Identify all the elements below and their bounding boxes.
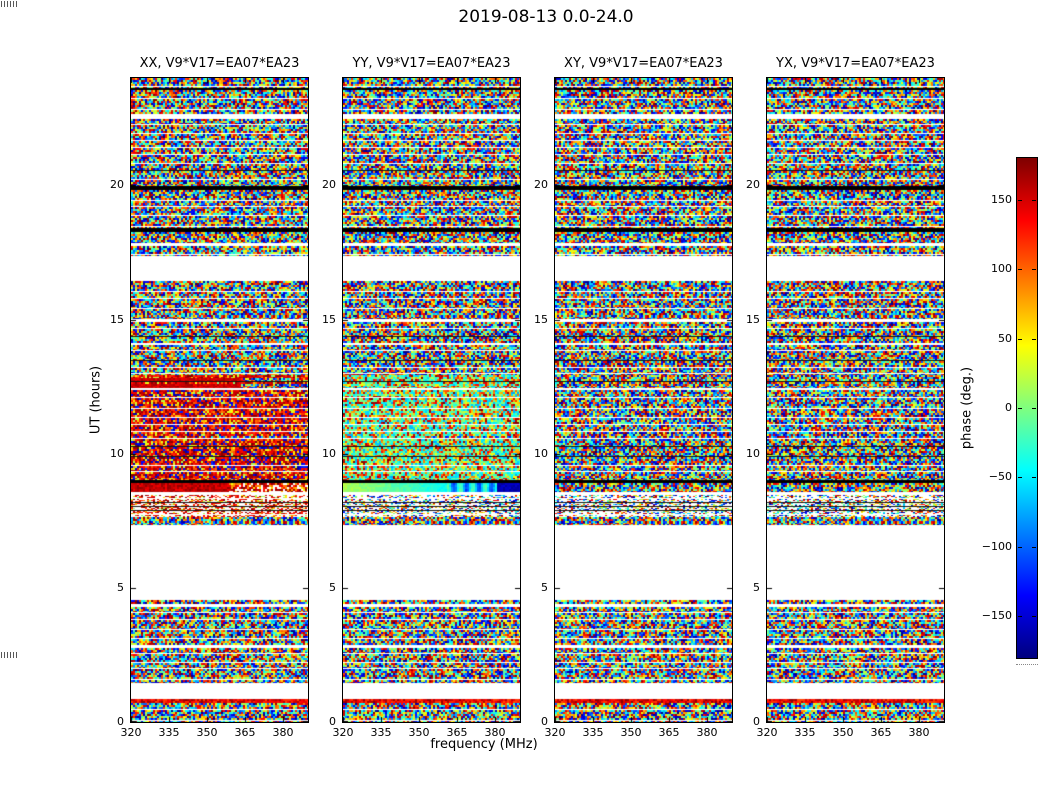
- x-tick-label: 380: [696, 726, 718, 739]
- y-tick-label: 0: [117, 715, 124, 728]
- x-tick-label: 335: [794, 726, 816, 739]
- y-tick-label: 15: [110, 312, 124, 326]
- y-tick-label: 20: [746, 178, 760, 192]
- panel-xx-heatmap: [131, 78, 308, 722]
- panel-yy: [342, 77, 521, 723]
- colorbar-tick-label: 0: [1005, 401, 1012, 414]
- x-tick-label: 365: [446, 726, 468, 739]
- y-tick-label: 10: [322, 446, 336, 460]
- y-tick-label: 20: [322, 178, 336, 192]
- x-tick-label: 350: [620, 726, 642, 739]
- y-tick-label: 0: [753, 715, 760, 728]
- panel-xy: [554, 77, 733, 723]
- panel-title-xx: XX, V9*V17=EA07*EA23: [139, 56, 300, 71]
- colorbar-minor-ticks-bottom: [1, 652, 19, 658]
- y-tick-label: 15: [534, 312, 548, 326]
- colorbar-tick: [1018, 547, 1022, 548]
- y-axis-label: UT (hours): [88, 365, 104, 435]
- colorbar-gradient: [1017, 158, 1037, 658]
- colorbar-tick: [1018, 408, 1022, 409]
- y-tick-label: 0: [541, 715, 548, 728]
- figure-title: 2019-08-13 0.0-24.0: [458, 7, 634, 27]
- colorbar-tick: [1032, 547, 1036, 548]
- x-tick-label: 335: [158, 726, 180, 739]
- colorbar-tick: [1032, 477, 1036, 478]
- colorbar-tick: [1018, 477, 1022, 478]
- panel-yx-heatmap: [767, 78, 944, 722]
- colorbar-tick-label: −150: [981, 609, 1012, 622]
- colorbar-tick-label: −50: [988, 470, 1012, 483]
- panel-title-xy: XY, V9*V17=EA07*EA23: [564, 56, 723, 71]
- colorbar-tick: [1032, 616, 1036, 617]
- colorbar-tick: [1032, 408, 1036, 409]
- x-tick-label: 350: [408, 726, 430, 739]
- x-tick-label: 335: [370, 726, 392, 739]
- x-tick-label: 365: [658, 726, 680, 739]
- panel-xy-heatmap: [555, 78, 732, 722]
- x-tick-label: 380: [908, 726, 930, 739]
- x-axis-label: frequency (MHz): [430, 737, 538, 752]
- colorbar-minor-ticks-top: [1, 1, 19, 7]
- x-tick-label: 365: [870, 726, 892, 739]
- colorbar-label: phase (deg.): [959, 366, 975, 450]
- panel-yx: [766, 77, 945, 723]
- x-tick-label: 320: [756, 726, 778, 739]
- y-tick-label: 5: [329, 580, 336, 594]
- colorbar-tick-label: 50: [998, 332, 1012, 345]
- panel-title-yx: YX, V9*V17=EA07*EA23: [776, 56, 935, 71]
- colorbar-tick: [1018, 616, 1022, 617]
- panel-title-yy: YY, V9*V17=EA07*EA23: [352, 56, 511, 71]
- colorbar-tick: [1032, 269, 1036, 270]
- colorbar-tick: [1018, 200, 1022, 201]
- x-tick-label: 320: [332, 726, 354, 739]
- colorbar-tick-label: 150: [991, 193, 1012, 206]
- x-tick-label: 335: [582, 726, 604, 739]
- y-tick-label: 5: [117, 580, 124, 594]
- y-tick-label: 10: [534, 446, 548, 460]
- y-tick-label: 15: [322, 312, 336, 326]
- colorbar-tick-label: 100: [991, 262, 1012, 275]
- colorbar-tick: [1032, 200, 1036, 201]
- colorbar-tick: [1018, 269, 1022, 270]
- x-tick-label: 320: [120, 726, 142, 739]
- y-tick-label: 5: [753, 580, 760, 594]
- x-tick-label: 350: [196, 726, 218, 739]
- y-tick-label: 10: [110, 446, 124, 460]
- colorbar-dotted-line: [1016, 658, 1038, 665]
- y-tick-label: 20: [534, 178, 548, 192]
- y-tick-label: 5: [541, 580, 548, 594]
- x-tick-label: 380: [484, 726, 506, 739]
- y-tick-label: 15: [746, 312, 760, 326]
- x-tick-label: 350: [832, 726, 854, 739]
- x-tick-label: 380: [272, 726, 294, 739]
- colorbar-tick: [1018, 339, 1022, 340]
- colorbar-tick-label: −100: [981, 540, 1012, 553]
- x-tick-label: 320: [544, 726, 566, 739]
- y-tick-label: 20: [110, 178, 124, 192]
- x-tick-label: 365: [234, 726, 256, 739]
- colorbar: [1016, 157, 1038, 659]
- colorbar-tick: [1032, 339, 1036, 340]
- y-tick-label: 0: [329, 715, 336, 728]
- panel-yy-heatmap: [343, 78, 520, 722]
- panel-xx: [130, 77, 309, 723]
- y-tick-label: 10: [746, 446, 760, 460]
